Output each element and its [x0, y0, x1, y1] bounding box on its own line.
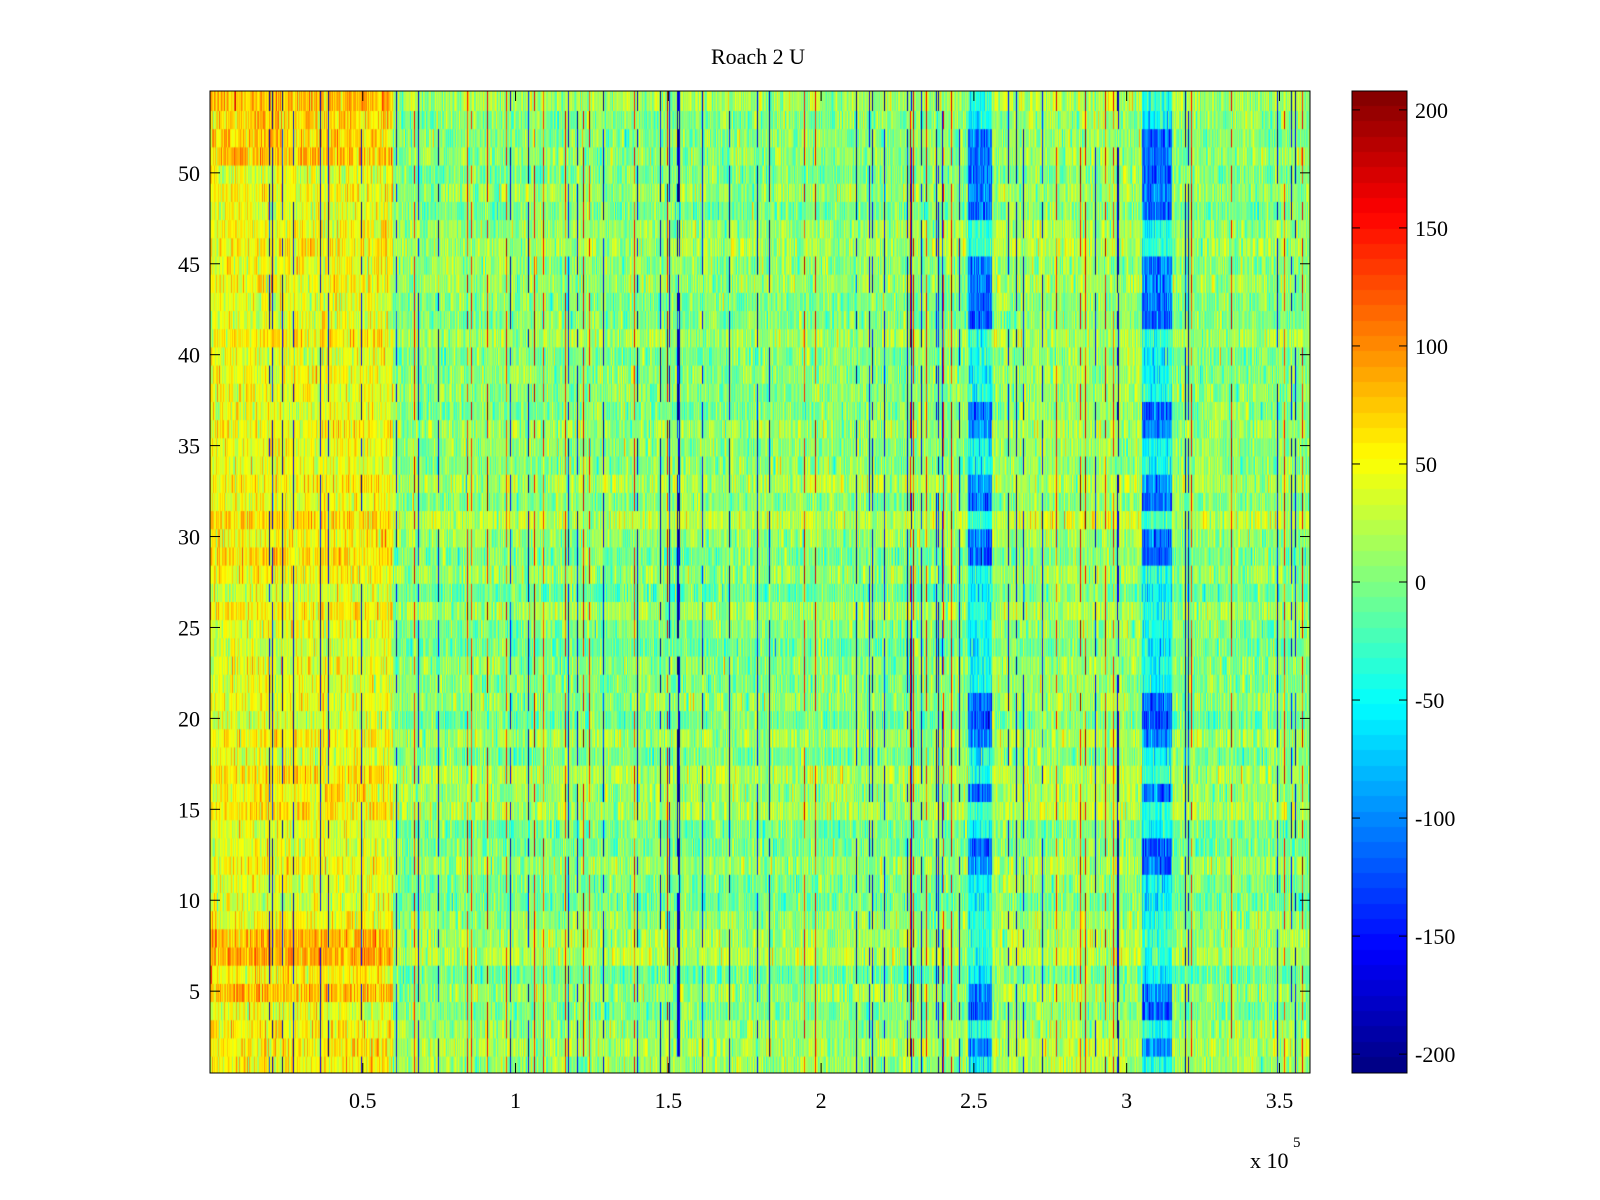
colorbar-tick-label: -200 — [1415, 1042, 1455, 1067]
colorbar-tick-label: -100 — [1415, 806, 1455, 831]
x-tick-label: 1.5 — [655, 1088, 683, 1113]
y-tick-label: 45 — [178, 252, 200, 277]
plot-area: 0.5 1 1.5 2 2.5 3 3.5 5 10 15 20 25 30 35 40 45 50 x 10… — [178, 90, 1311, 1173]
colorbar-tick-label: 150 — [1415, 216, 1448, 241]
y-tick-label: 10 — [178, 888, 200, 913]
x-tick-label: 2.5 — [960, 1088, 988, 1113]
x-tick-label: 0.5 — [349, 1088, 377, 1113]
y-tick-label: 35 — [178, 434, 200, 459]
x-exponent-power: 5 — [1293, 1135, 1301, 1151]
x-axis: 0.5 1 1.5 2 2.5 3 3.5 — [349, 91, 1293, 1113]
colorbar-tick-label: -150 — [1415, 924, 1455, 949]
colorbar-ticks: 200 150 100 50 0 -50 -100 -150 -200 — [1352, 98, 1455, 1067]
x-tick-label: 3.5 — [1266, 1088, 1294, 1113]
y-tick-label: 40 — [178, 343, 200, 368]
x-exponent-label: x 10 — [1250, 1148, 1289, 1173]
x-tick-label: 3 — [1121, 1088, 1132, 1113]
colorbar-tick-label: 200 — [1415, 98, 1448, 123]
y-tick-label: 15 — [178, 797, 200, 822]
y-axis: 5 10 15 20 25 30 35 40 45 50 — [178, 161, 1310, 1004]
chart-title: Roach 2 U — [711, 44, 805, 69]
colorbar: 200 150 100 50 0 -50 -100 -150 -200 — [1351, 90, 1455, 1074]
y-tick-label: 25 — [178, 615, 200, 640]
colorbar-tick-label: -50 — [1415, 688, 1444, 713]
y-tick-label: 50 — [178, 161, 200, 186]
colorbar-tick-label: 100 — [1415, 334, 1448, 359]
x-tick-label: 1 — [510, 1088, 521, 1113]
colorbar-tick-label: 0 — [1415, 570, 1426, 595]
colorbar-tick-label: 50 — [1415, 452, 1437, 477]
plot-frame — [209, 90, 1311, 1074]
y-tick-label: 5 — [189, 979, 200, 1004]
x-tick-label: 2 — [816, 1088, 827, 1113]
y-tick-label: 30 — [178, 525, 200, 550]
heatmap-image — [210, 91, 1310, 1073]
colorbar-gradient — [1352, 91, 1407, 1073]
y-tick-label: 20 — [178, 706, 200, 731]
